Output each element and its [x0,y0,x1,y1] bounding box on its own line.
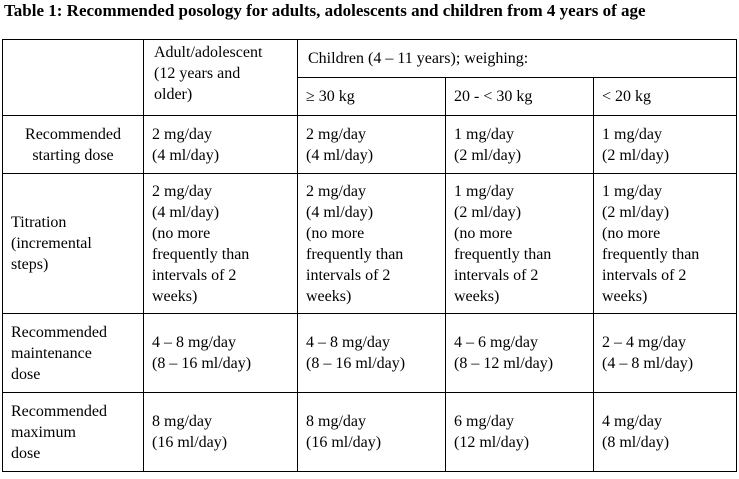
dose-cell: 4 – 6 mg/day (8 – 12 ml/day) [445,313,594,393]
row-label: Recommended maximum dose [2,392,144,472]
header-weight-under20: < 20 kg [593,77,737,116]
dose-line: intervals of 2 [454,266,539,284]
row-starting-dose: Recommended starting dose 2 mg/day (4 ml… [2,115,737,174]
header-adult-line: (12 years and [154,65,241,82]
dose-line: weeks) [454,287,500,305]
dose-line: (8 ml/day) [602,434,670,451]
dose-line: frequently than [602,245,700,263]
dose-cell: 2 – 4 mg/day (4 – 8 ml/day) [593,313,737,393]
dose-line: 4 – 8 mg/day [306,334,390,351]
dose-line: (8 – 16 ml/day) [152,355,252,372]
dose-cell: 2 mg/day (4 ml/day) (no more frequently … [143,173,298,314]
dose-line: 2 – 4 mg/day [602,334,686,351]
empty-corner-cell [2,39,144,116]
dose-cell: 1 mg/day (2 ml/day) (no more frequently … [593,173,737,314]
dose-line: (4 – 8 ml/day) [602,355,694,372]
header-adult-line: Adult/adolescent [154,44,263,61]
dose-line: (no more [454,224,513,242]
row-label-line: Recommended [11,402,107,420]
dose-line: (4 ml/day) [306,146,374,164]
row-label: Titration (incremental steps) [2,173,144,314]
dose-line: 4 mg/day [602,413,662,430]
dose-line: (8 – 12 ml/day) [454,355,554,372]
row-label-line: maximum [11,423,76,441]
dose-line: 1 mg/day [602,125,662,143]
row-label-line: Titration [11,214,67,231]
dose-line: 2 mg/day [152,182,212,200]
dose-line: (16 ml/day) [306,434,382,451]
dose-line: 4 – 8 mg/day [152,334,236,351]
dose-cell: 1 mg/day (2 ml/day) (no more frequently … [445,173,594,314]
dose-cell: 6 mg/day (12 ml/day) [445,392,594,472]
dose-line: 4 – 6 mg/day [454,334,538,351]
row-label-line: Recommended [11,323,107,341]
header-weight-20-30: 20 - < 30 kg [445,77,594,116]
dose-cell: 8 mg/day (16 ml/day) [297,392,446,472]
dose-line: weeks) [306,287,352,305]
dose-line: (4 ml/day) [152,203,220,221]
dose-cell: 2 mg/day (4 ml/day) (no more frequently … [297,173,446,314]
dose-cell: 2 mg/day (4 ml/day) [143,115,298,174]
dose-line: frequently than [306,245,404,263]
dose-line: weeks) [602,287,648,305]
dose-line: (2 ml/day) [454,203,522,221]
dose-line: 2 mg/day [306,125,366,143]
dose-line: 1 mg/day [602,182,662,200]
row-label-line: maintenance [11,344,92,362]
dose-line: (16 ml/day) [152,434,228,451]
row-label-line: (incremental [11,235,92,252]
row-label-line: starting dose [32,146,114,164]
table-caption: Table 1: Recommended posology for adults… [4,1,646,20]
dose-line: (2 ml/day) [602,146,670,164]
header-row-1: Adult/adolescent (12 years and older) Ch… [2,39,737,116]
dose-line: 6 mg/day [454,413,514,430]
row-maintenance-dose: Recommended maintenance dose 4 – 8 mg/da… [2,313,737,393]
dose-line: 1 mg/day [454,182,514,200]
row-label-line: steps) [11,256,49,273]
dose-line: (2 ml/day) [602,203,670,221]
header-children-group: Children (4 – 11 years); weighing: [297,39,737,78]
row-label-line: dose [11,365,41,383]
dose-cell: 8 mg/day (16 ml/day) [143,392,298,472]
row-label-line: Recommended [25,125,121,143]
dose-line: intervals of 2 [306,266,391,284]
dose-line: 8 mg/day [306,413,366,430]
posology-table: Adult/adolescent (12 years and older) Ch… [2,39,737,472]
dose-line: 1 mg/day [454,125,514,143]
dose-line: (8 – 16 ml/day) [306,355,406,372]
header-weight-30plus: ≥ 30 kg [297,77,446,116]
header-adult: Adult/adolescent (12 years and older) [143,39,298,116]
row-label-line: dose [11,444,41,462]
header-row-2: ≥ 30 kg 20 - < 30 kg < 20 kg [3,77,737,116]
dose-cell: 4 – 8 mg/day (8 – 16 ml/day) [297,313,446,393]
dose-line: frequently than [152,245,250,263]
dose-line: 2 mg/day [152,125,212,143]
dose-line: (4 ml/day) [152,146,220,164]
dose-cell: 1 mg/day (2 ml/day) [445,115,594,174]
dose-line: (4 ml/day) [306,203,374,221]
row-label: Recommended maintenance dose [2,313,144,393]
row-titration: Titration (incremental steps) 2 mg/day (… [2,173,737,314]
dose-line: (no more [306,224,365,242]
dose-line: (no more [602,224,661,242]
dose-cell: 4 mg/day (8 ml/day) [593,392,737,472]
dose-line: (12 ml/day) [454,434,530,451]
dose-cell: 2 mg/day (4 ml/day) [297,115,446,174]
row-maximum-dose: Recommended maximum dose 8 mg/day (16 ml… [2,392,737,472]
dose-cell: 4 – 8 mg/day (8 – 16 ml/day) [143,313,298,393]
dose-cell: 1 mg/day (2 ml/day) [593,115,737,174]
row-label: Recommended starting dose [2,115,144,174]
dose-line: (no more [152,224,211,242]
header-adult-line: older) [154,86,193,103]
dose-line: frequently than [454,245,552,263]
dose-line: intervals of 2 [152,266,237,284]
dose-line: weeks) [152,287,198,305]
dose-line: 2 mg/day [306,182,366,200]
dose-line: 8 mg/day [152,413,212,430]
dose-line: (2 ml/day) [454,146,522,164]
dose-line: intervals of 2 [602,266,687,284]
